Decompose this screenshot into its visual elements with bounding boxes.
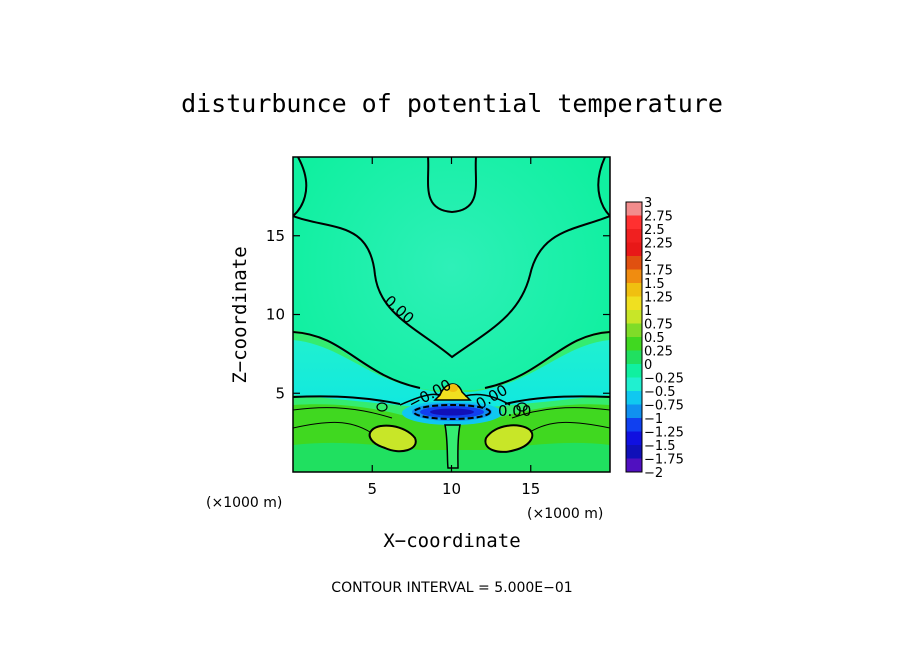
contour-interval-note: CONTOUR INTERVAL = 5.000E−01 xyxy=(331,580,572,596)
colorbar-tick-label: −1 xyxy=(644,412,663,427)
colorbar-swatch xyxy=(626,391,642,405)
colorbar-tick-label: 0 xyxy=(644,358,652,373)
colorbar-tick-label: 2 xyxy=(644,250,652,265)
colorbar-tick-label: 2.5 xyxy=(644,223,665,238)
colorbar-swatch xyxy=(626,229,642,243)
colorbar-tick-label: −0.5 xyxy=(644,385,676,400)
y-tick-label: 10 xyxy=(266,306,285,324)
colorbar-swatch xyxy=(626,242,642,256)
colorbar-tick-label: 1 xyxy=(644,304,652,319)
colorbar-tick-label: 1.75 xyxy=(644,264,673,279)
colorbar-tick-label: 0.75 xyxy=(644,318,673,333)
chart-title: disturbunce of potential temperature xyxy=(181,89,723,118)
pos-peak xyxy=(448,384,458,392)
colorbar-swatch xyxy=(626,310,642,324)
x-tick-label: 10 xyxy=(442,480,461,498)
colorbar-tick-label: −2 xyxy=(644,466,663,481)
colorbar-frame xyxy=(625,201,643,473)
colorbar-swatch xyxy=(626,364,642,378)
colorbar-tick-label: 1.5 xyxy=(644,277,665,292)
colorbar-swatch xyxy=(626,431,642,445)
colorbar-tick-label: −0.25 xyxy=(644,372,684,387)
colorbar-tick-label: 3 xyxy=(644,196,652,211)
colorbar-tick-label: 2.25 xyxy=(644,237,673,252)
colorbar-swatch xyxy=(626,283,642,297)
colorbar-tick-label: 2.75 xyxy=(644,210,673,225)
colorbar-swatch xyxy=(626,458,642,472)
y-axis-label: Z−coordinate xyxy=(229,246,251,383)
field-band-cyan xyxy=(293,340,610,410)
contour-lines xyxy=(293,157,610,433)
colorbar-swatch xyxy=(626,323,642,337)
colorbar-swatch xyxy=(626,404,642,418)
lobe-left xyxy=(368,424,417,453)
stem xyxy=(444,424,461,469)
colorbar-tick-label: −1.5 xyxy=(644,439,676,454)
neg-core xyxy=(430,408,474,416)
colorbar-swatch xyxy=(626,350,642,364)
colorbar-swatch xyxy=(626,337,642,351)
colorbar-swatch xyxy=(626,377,642,391)
x-axis-unit: (×1000 m) xyxy=(527,506,603,522)
colorbar-swatch xyxy=(626,256,642,270)
x-tick-label: 15 xyxy=(521,480,540,498)
colorbar-tick-label: 1.25 xyxy=(644,291,673,306)
contour-field: 0.00 0.00 −0.00 0.00 xyxy=(293,157,610,472)
y-tick-label: 5 xyxy=(275,384,285,402)
colorbar-swatch xyxy=(626,445,642,459)
x-axis-ticks: 5 10 15 xyxy=(367,157,540,498)
colorbar-tick-label: −0.75 xyxy=(644,399,684,414)
colorbar-tick-label: 0.25 xyxy=(644,345,673,360)
x-tick-label: 5 xyxy=(367,480,377,498)
y-tick-label: 15 xyxy=(266,227,285,245)
colorbar-swatch xyxy=(626,296,642,310)
colorbar-tick-label: 0.5 xyxy=(644,331,665,346)
colorbar: 32.752.52.2521.751.51.2510.750.50.250−0.… xyxy=(625,196,684,481)
x-axis-label: X−coordinate xyxy=(383,530,520,552)
contour-label: 0.00 xyxy=(498,402,531,420)
y-axis-unit: (×1000 m) xyxy=(206,495,282,511)
colorbar-swatch xyxy=(626,418,642,432)
colorbar-tick-label: −1.25 xyxy=(644,426,684,441)
colorbar-swatch xyxy=(626,269,642,283)
colorbar-tick-label: −1.75 xyxy=(644,453,684,468)
colorbar-swatch xyxy=(626,202,642,216)
lobe-right xyxy=(484,424,534,453)
colorbar-swatch xyxy=(626,215,642,229)
y-axis-ticks: 5 10 15 xyxy=(266,227,610,402)
